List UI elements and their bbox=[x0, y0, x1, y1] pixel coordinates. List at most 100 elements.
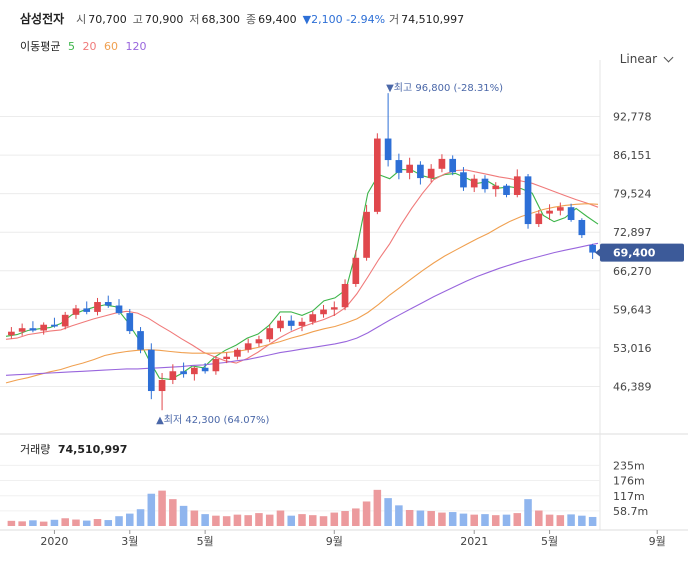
quote-row: 삼성전자 시 70,700 고 70,900 저 68,300 종 69,400… bbox=[20, 10, 470, 27]
x-tick-label: 2021 bbox=[460, 535, 488, 548]
price-axis: 92,778 86,151 79,524 72,897 66,270 59,643 53,0… bbox=[613, 111, 652, 394]
volume-bar bbox=[82, 520, 91, 526]
volume-bar bbox=[459, 513, 468, 526]
volume-panel-header: 거래량 74,510,997 bbox=[20, 441, 127, 457]
x-tick-label: 9월 bbox=[326, 535, 343, 548]
candle-down bbox=[567, 207, 575, 220]
volume-bar bbox=[298, 514, 306, 526]
volume-bar bbox=[18, 521, 26, 526]
stock-name: 삼성전자 bbox=[20, 12, 65, 26]
candle-down bbox=[460, 172, 467, 188]
candle-down bbox=[524, 176, 532, 225]
current-price-label: 69,400 bbox=[613, 247, 656, 260]
volume-bar bbox=[136, 509, 145, 526]
volume-bar bbox=[61, 518, 69, 526]
volume-bar bbox=[190, 510, 199, 526]
candle-up bbox=[470, 178, 478, 188]
volume-bar bbox=[72, 519, 80, 526]
candle-down bbox=[589, 245, 596, 253]
high-label: 고 bbox=[132, 13, 143, 26]
ma60-legend: 60 bbox=[103, 40, 118, 53]
volume-bar bbox=[556, 515, 565, 526]
volume-bar bbox=[255, 513, 263, 526]
candle-down bbox=[180, 371, 187, 375]
candle-down bbox=[287, 320, 295, 326]
price-tick-label: 66,270 bbox=[613, 265, 652, 278]
volume-bar bbox=[448, 512, 457, 526]
x-tick-label: 9월 bbox=[649, 535, 666, 548]
candle-up bbox=[438, 158, 446, 169]
candle-down bbox=[115, 305, 123, 314]
volume-bar bbox=[50, 519, 59, 526]
candle-up bbox=[18, 328, 26, 332]
candle-down bbox=[104, 302, 112, 306]
candle-up bbox=[277, 320, 284, 329]
candle-up bbox=[61, 314, 69, 327]
candle-up bbox=[374, 138, 381, 212]
volume-bar bbox=[524, 499, 532, 526]
ma-legend[interactable]: 이동평균 5 20 60 120 bbox=[20, 38, 150, 54]
volume-bar bbox=[384, 498, 392, 526]
scale-selector[interactable]: Linear bbox=[619, 52, 674, 66]
price-tick-label: 53,016 bbox=[613, 342, 652, 355]
candle-up bbox=[556, 207, 564, 211]
volume-bar bbox=[169, 499, 177, 526]
price-tick-label: 79,524 bbox=[613, 188, 652, 201]
volume-bar bbox=[578, 515, 586, 526]
volume-bar bbox=[513, 513, 522, 526]
volume-bar bbox=[115, 516, 123, 526]
volume-bar bbox=[222, 516, 231, 526]
candle-down bbox=[503, 185, 510, 195]
volume-bar bbox=[395, 505, 403, 526]
open-label: 시 bbox=[76, 13, 87, 26]
volume-label: 거 bbox=[389, 13, 400, 26]
candle-up bbox=[94, 302, 101, 312]
volume-bar bbox=[39, 521, 48, 526]
candle-up bbox=[169, 371, 177, 380]
volume-bar bbox=[233, 514, 242, 526]
candle-up bbox=[223, 356, 230, 360]
candle-up bbox=[513, 176, 521, 195]
ma120-legend: 120 bbox=[125, 40, 147, 53]
annotations: ▼최고 96,800 (-28.31%) ▲최저 42,300 (64.07%) 6… bbox=[156, 82, 684, 426]
volume-bar bbox=[93, 519, 102, 526]
x-tick-label: 3월 bbox=[121, 535, 138, 548]
price-tick-label: 92,778 bbox=[613, 111, 652, 124]
volume-bar bbox=[416, 510, 425, 526]
scale-selector-label: Linear bbox=[619, 52, 657, 66]
candle-down bbox=[147, 349, 155, 392]
volume-bar bbox=[545, 514, 554, 526]
candle-up bbox=[492, 185, 500, 190]
candle-up bbox=[158, 379, 166, 392]
x-axis: 2020 3월 5월 9월 2021 5월 9월 bbox=[0, 529, 688, 548]
volume-bar bbox=[104, 520, 113, 526]
price-tick-label: 72,897 bbox=[613, 226, 652, 239]
volume-bar bbox=[405, 509, 414, 526]
volume-bar bbox=[330, 512, 339, 526]
ma20-line bbox=[5, 169, 599, 364]
candle-up bbox=[427, 168, 435, 179]
price-tick-label: 86,151 bbox=[613, 149, 652, 162]
candle-up bbox=[234, 349, 241, 357]
candle-up bbox=[298, 321, 306, 326]
open-value: 70,700 bbox=[88, 13, 127, 26]
volume-panel-label: 거래량 bbox=[20, 443, 51, 456]
current-price-tag bbox=[600, 243, 684, 262]
volume-bar bbox=[362, 501, 371, 526]
ma5-legend: 5 bbox=[67, 40, 75, 53]
volume-bar bbox=[276, 510, 285, 526]
volume-bar bbox=[29, 520, 37, 526]
volume-bars bbox=[7, 489, 597, 526]
candle-up bbox=[352, 257, 360, 284]
volume-bar bbox=[567, 514, 575, 526]
candle-down bbox=[417, 164, 424, 179]
candles bbox=[8, 93, 596, 411]
candle-up bbox=[191, 367, 198, 375]
volume-axis: 235m 176m 117m 58.7m bbox=[613, 459, 648, 518]
x-tick-label: 5월 bbox=[541, 535, 558, 548]
price-tick-label: 59,643 bbox=[613, 303, 652, 316]
candle-up bbox=[546, 210, 553, 214]
max-price-annotation: ▼최고 96,800 (-28.31%) bbox=[386, 82, 503, 94]
candle-up bbox=[72, 308, 80, 315]
